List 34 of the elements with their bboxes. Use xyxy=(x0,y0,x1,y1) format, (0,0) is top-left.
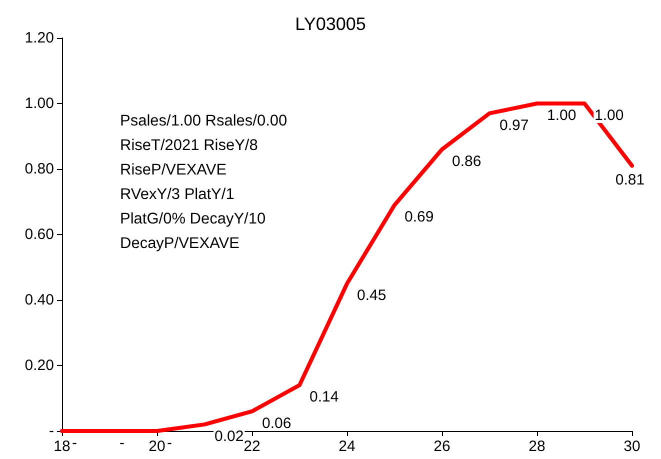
data-label: 0.02 xyxy=(214,428,244,445)
data-label: 0.81 xyxy=(615,172,645,189)
y-tick-label: 0.60 xyxy=(24,226,54,243)
x-tick-label: 22 xyxy=(244,438,260,455)
data-label: - xyxy=(72,434,77,452)
annotation: DecayP/VEXAVE xyxy=(120,235,240,252)
y-tick-label: 1.20 xyxy=(24,30,54,46)
annotation: RiseP/VEXAVE xyxy=(120,162,227,178)
annotation: RiseT/2021 RiseY/8 xyxy=(120,137,258,154)
data-label: - xyxy=(120,434,124,452)
x-tick-label: 30 xyxy=(624,438,640,455)
x-tick-label: 26 xyxy=(434,438,450,455)
y-tick-label: 0.20 xyxy=(24,357,54,374)
annotation: Psales/1.00 Rsales/0.00 xyxy=(120,112,288,130)
x-tick-label: 20 xyxy=(148,438,166,455)
x-tick-label: 28 xyxy=(528,438,546,455)
data-label: 0.86 xyxy=(452,152,482,170)
data-label: 0.06 xyxy=(262,414,292,432)
y-tick-label: - xyxy=(49,422,54,440)
data-label: 1.00 xyxy=(547,107,576,124)
chart-title: LY03005 xyxy=(295,14,366,34)
x-tick-label: 18 xyxy=(54,438,70,455)
data-label: 0.14 xyxy=(310,388,339,406)
data-label: 0.69 xyxy=(404,208,434,226)
y-tick-label: 0.40 xyxy=(24,292,54,308)
x-tick-label: 24 xyxy=(338,438,356,455)
data-label: - xyxy=(167,434,172,452)
data-label: 1.00 xyxy=(594,107,624,124)
annotation: RVexY/3 PlatY/1 xyxy=(120,186,234,203)
y-tick-label: 1.00 xyxy=(24,95,54,112)
data-label: 0.45 xyxy=(357,287,386,304)
y-tick-label: 0.80 xyxy=(24,160,54,178)
data-label: 0.97 xyxy=(500,116,529,134)
annotation: PlatG/0% DecayY/10 xyxy=(120,210,266,228)
